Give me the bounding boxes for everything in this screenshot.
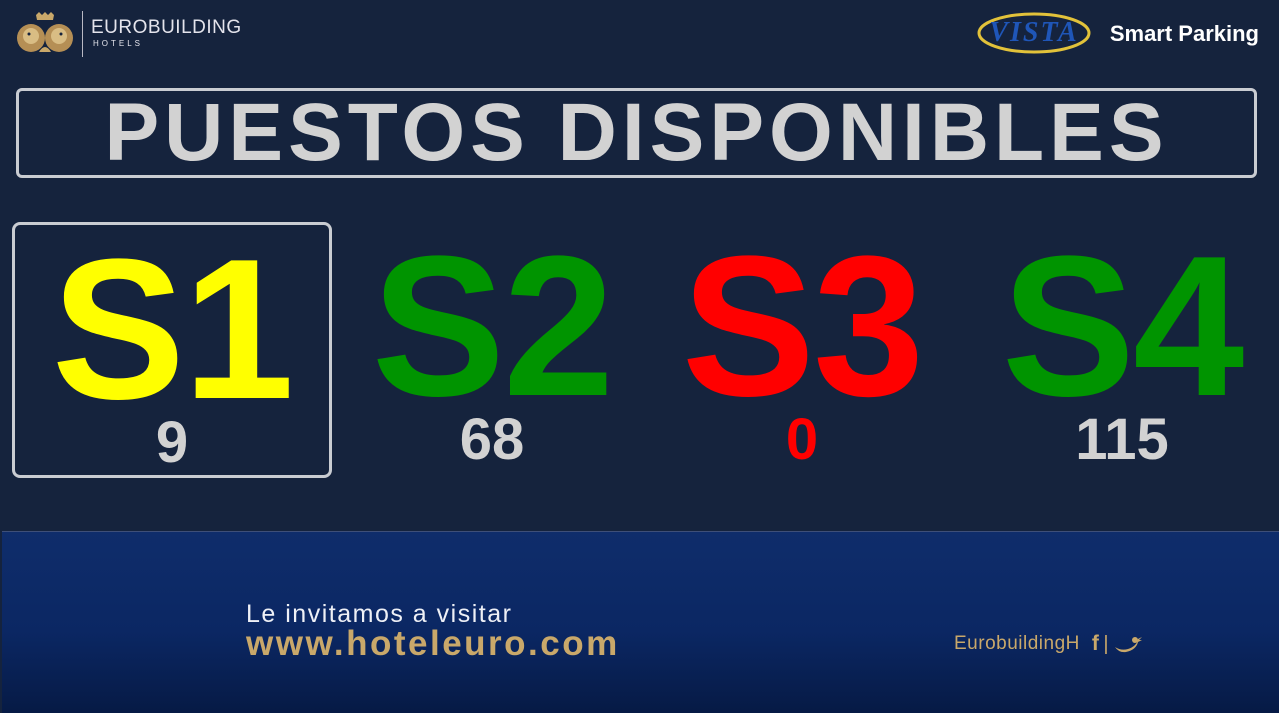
product-name: Smart Parking	[1109, 21, 1259, 46]
sector-s3[interactable]: S3 0	[642, 222, 962, 478]
sector-label: S2	[371, 215, 615, 438]
invite-text: Le invitamos a visitar	[246, 600, 513, 628]
sector-available-count: 0	[785, 407, 819, 472]
sector-available-count: 115	[1075, 407, 1169, 472]
svg-text:VISTA: VISTA	[989, 17, 1078, 48]
sector-available-count: 9	[155, 410, 189, 475]
twitter-bird-icon[interactable]	[1113, 635, 1143, 653]
social-handle: EurobuildingH	[954, 633, 1080, 654]
page-title: PUESTOS DISPONIBLES	[104, 87, 1169, 178]
website-link[interactable]: www.hoteleuro.com	[246, 624, 620, 663]
lion-crest-icon	[17, 12, 73, 52]
brand-divider	[82, 11, 83, 57]
facebook-icon[interactable]: f	[1091, 632, 1100, 655]
social-separator: |	[1103, 632, 1110, 655]
sector-s1[interactable]: S1 9	[12, 222, 332, 478]
sector-label: S3	[681, 215, 925, 438]
vista-smart-parking-logo: VISTA Smart Parking	[976, 10, 1259, 58]
vista-logo-icon: VISTA	[977, 12, 1091, 54]
sector-s4[interactable]: S4 115	[962, 222, 1279, 478]
eurobuilding-logo: EUROBUILDING HOTELS	[14, 10, 242, 58]
brand-name: EUROBUILDING	[91, 17, 242, 38]
sector-label: S4	[1001, 215, 1245, 438]
brand-subtitle: HOTELS	[93, 39, 144, 48]
social-links: EurobuildingH f |	[954, 632, 1143, 656]
sector-available-count: 68	[459, 407, 525, 472]
promo-banner: Le invitamos a visitar www.hoteleuro.com…	[2, 531, 1279, 713]
title-banner: PUESTOS DISPONIBLES	[16, 88, 1257, 178]
sector-label: S1	[51, 218, 295, 441]
sector-s2[interactable]: S2 68	[332, 222, 652, 478]
